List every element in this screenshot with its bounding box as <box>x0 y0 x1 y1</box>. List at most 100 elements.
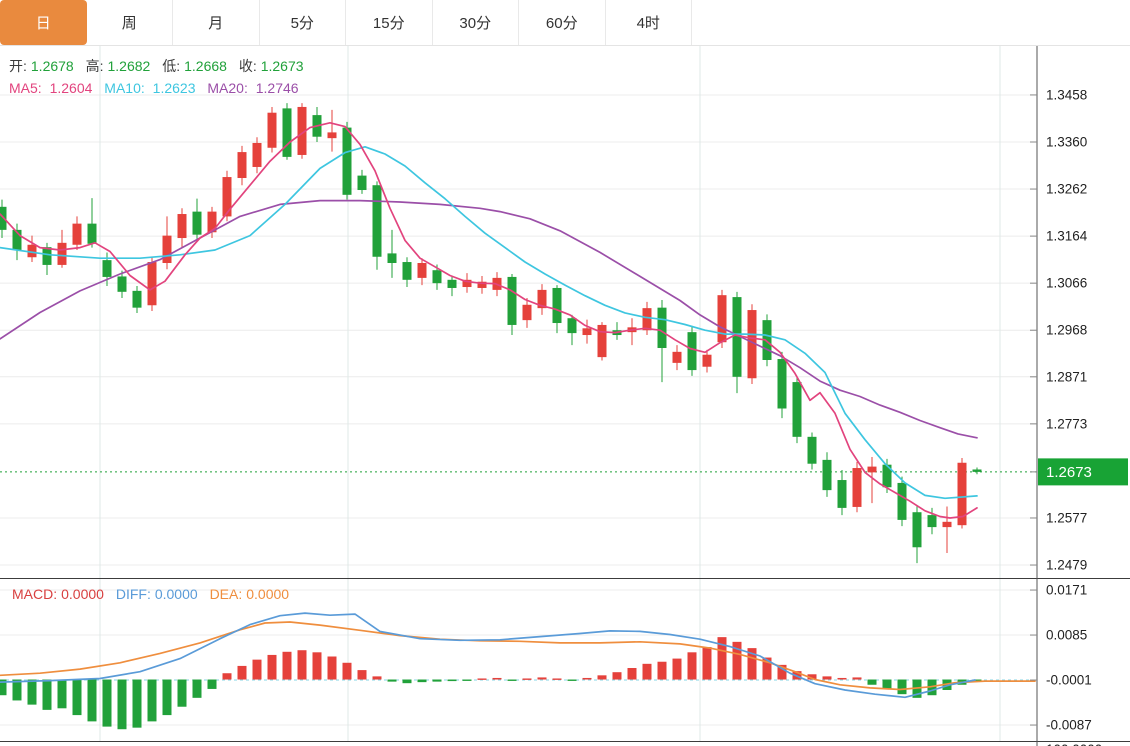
macd-bar <box>417 679 427 683</box>
macd-bar <box>777 664 787 680</box>
candle <box>12 229 22 251</box>
dea-label: DEA: <box>209 586 243 602</box>
candle <box>402 262 412 280</box>
candle <box>387 253 397 264</box>
candle <box>327 132 337 139</box>
price-tick-label: 1.2773 <box>1046 416 1087 431</box>
macd-bar <box>822 676 832 680</box>
tab-5min[interactable]: 5分 <box>259 0 346 45</box>
macd-bar <box>237 665 247 680</box>
candle <box>357 175 367 191</box>
candle <box>342 127 352 195</box>
candle <box>117 276 127 292</box>
candle <box>222 177 232 217</box>
candle <box>927 515 937 528</box>
macd-bar <box>627 668 637 680</box>
macd-bar <box>732 641 742 680</box>
candle <box>252 142 262 167</box>
macd-bar <box>747 648 757 680</box>
macd-bar <box>372 676 382 680</box>
candle <box>372 185 382 257</box>
macd-bar <box>612 672 622 680</box>
candle <box>192 211 202 235</box>
ma5-label: MA5: <box>9 80 42 96</box>
ma-legend: MA5: 1.2604 MA10: 1.2623 MA20: 1.2746 <box>9 80 307 96</box>
candle <box>672 351 682 363</box>
macd-bar <box>192 679 202 698</box>
macd-bar <box>867 679 877 685</box>
macd-bar <box>447 679 457 682</box>
tab-4hour[interactable]: 4时 <box>605 0 692 45</box>
candle <box>267 112 277 148</box>
price-tick-label: 1.3262 <box>1046 182 1087 197</box>
macd-label: MACD: <box>12 586 58 602</box>
candle <box>972 469 982 472</box>
macd-bar <box>522 678 532 680</box>
macd-bar <box>387 679 397 682</box>
tab-monthly[interactable]: 月 <box>173 0 260 45</box>
macd-bar <box>972 679 982 681</box>
macd-tick-label: 0.0171 <box>1046 583 1087 598</box>
candle <box>177 214 187 239</box>
macd-bar <box>132 679 142 728</box>
ma5-value: 1.2604 <box>49 80 93 96</box>
high-label: 高: <box>85 58 104 74</box>
macd-tick-label: -0.0001 <box>1046 673 1092 688</box>
macd-bar <box>762 657 772 680</box>
macd-bar <box>27 679 37 705</box>
macd-bar <box>72 679 82 716</box>
macd-bar <box>267 654 277 680</box>
macd-bar <box>837 677 847 680</box>
macd-bar <box>687 652 697 680</box>
macd-bar <box>102 679 112 727</box>
interval-tabbar: 日周月 5分 15分 30分 60分 4时 <box>0 0 1130 46</box>
tab-30min[interactable]: 30分 <box>432 0 519 45</box>
candle <box>882 464 892 488</box>
macd-bar <box>207 679 217 689</box>
candle <box>777 359 787 409</box>
macd-bar <box>882 679 892 689</box>
tab-weekly[interactable]: 周 <box>86 0 173 45</box>
candle <box>297 106 307 155</box>
macd-bar <box>42 679 52 710</box>
current-price-badge-label: 1.2673 <box>1046 464 1092 481</box>
ma20-value: 1.2746 <box>255 80 299 96</box>
candle <box>552 287 562 324</box>
dea-value: 0.0000 <box>246 586 290 602</box>
high-value: 1.2682 <box>107 58 151 74</box>
macd-bar <box>402 679 412 684</box>
open-value: 1.2678 <box>30 58 74 74</box>
candle <box>597 324 607 358</box>
candle <box>207 211 217 233</box>
macd-bar <box>642 663 652 680</box>
candle <box>477 281 487 288</box>
tab-15min[interactable]: 15分 <box>346 0 433 45</box>
macd-value: 0.0000 <box>61 586 104 602</box>
candle <box>432 270 442 284</box>
candle <box>42 247 52 265</box>
candle <box>822 459 832 491</box>
ma5-line <box>0 121 978 519</box>
diff-label: DIFF: <box>115 586 151 602</box>
macd-bar <box>567 679 577 681</box>
low-value: 1.2668 <box>184 58 227 74</box>
candle <box>657 307 667 348</box>
close-value: 1.2673 <box>260 58 304 74</box>
candle <box>912 512 922 548</box>
candle <box>537 289 547 309</box>
candle <box>507 276 517 325</box>
candle <box>72 223 82 245</box>
candle <box>852 468 862 507</box>
macd-bar <box>672 658 682 680</box>
macd-bar <box>57 679 67 709</box>
macd-bar <box>492 677 502 680</box>
clipped-bottom-tick-label: 100.0000 <box>1046 742 1102 746</box>
candle <box>102 260 112 277</box>
tab-daily[interactable]: 日 <box>0 0 87 45</box>
candle <box>147 262 157 306</box>
tab-60min[interactable]: 60分 <box>519 0 606 45</box>
macd-bar <box>432 679 442 682</box>
candle <box>942 521 952 528</box>
candle <box>87 223 97 244</box>
